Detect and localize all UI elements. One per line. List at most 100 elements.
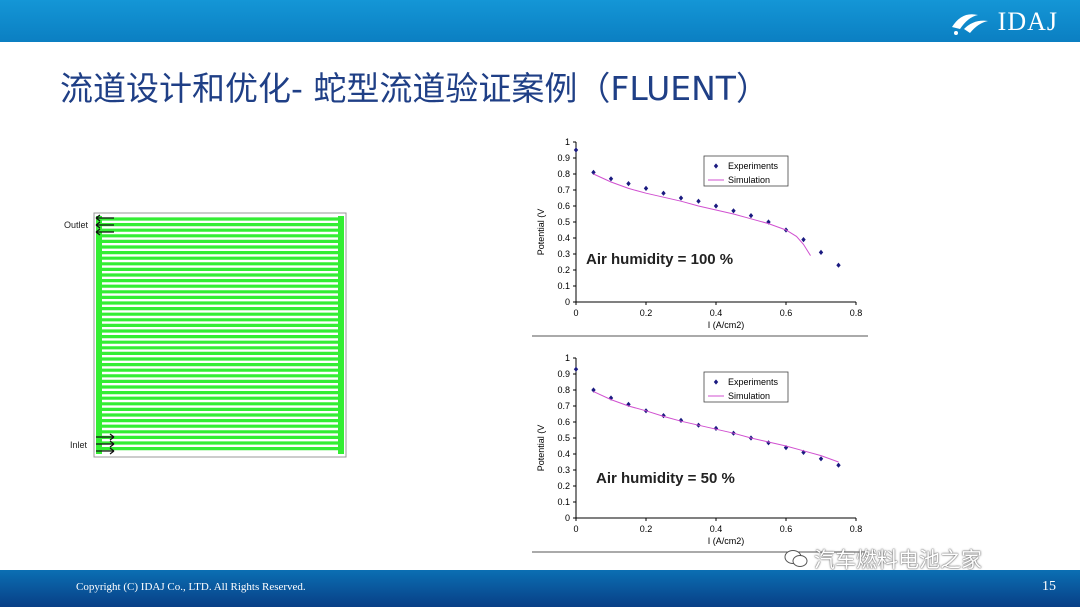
experiment-point xyxy=(678,195,684,201)
y-axis-label: Potential (V xyxy=(536,425,546,472)
experiment-point xyxy=(818,456,824,462)
outlet-arrow-3-head xyxy=(95,228,101,236)
humidity-annotation: Air humidity = 100 % xyxy=(586,251,733,268)
slide-title: 流道设计和优化- 蛇型流道验证案例（FLUENT） xyxy=(60,69,769,108)
experiment-point xyxy=(836,262,841,268)
y-tick-label: 0.8 xyxy=(557,169,570,179)
left-manifold xyxy=(96,216,102,454)
simulation-line xyxy=(593,391,839,463)
y-tick-label: 0.2 xyxy=(557,481,570,491)
y-tick-label: 0.1 xyxy=(557,281,570,291)
x-tick-label: 0.4 xyxy=(710,524,723,534)
experiment-point xyxy=(608,395,614,401)
flow-arrows xyxy=(95,214,115,455)
experiment-point xyxy=(818,249,824,255)
flow-channels xyxy=(96,216,344,454)
x-tick-label: 0.2 xyxy=(640,308,653,318)
legend-point-swatch xyxy=(713,163,719,169)
y-tick-label: 0 xyxy=(565,513,570,523)
experiment-point xyxy=(836,462,841,468)
flow-field-panel: Outlet Inlet xyxy=(60,208,350,462)
experiment-point xyxy=(608,176,614,182)
watermark-text: 汽车燃料电池之家 xyxy=(814,548,982,572)
legend-box xyxy=(703,155,789,187)
experiment-point xyxy=(713,203,719,209)
y-tick-label: 0.4 xyxy=(557,449,570,459)
experiment-point xyxy=(766,219,771,225)
x-tick-label: 0.6 xyxy=(780,524,793,534)
y-tick-label: 0.5 xyxy=(557,433,570,443)
experiment-point xyxy=(713,425,719,431)
inlet-label: Inlet xyxy=(70,440,88,450)
x-tick-label: 0.4 xyxy=(710,308,723,318)
x-tick-label: 0 xyxy=(573,524,578,534)
legend-entry: Experiments xyxy=(728,377,779,387)
y-tick-label: 0.9 xyxy=(557,153,570,163)
y-tick-label: 0.7 xyxy=(557,185,570,195)
x-tick-label: 0.2 xyxy=(640,524,653,534)
legend-point-swatch xyxy=(713,379,719,385)
y-tick-label: 0.1 xyxy=(557,497,570,507)
idaj-logo-icon xyxy=(951,14,988,35)
experiment-point xyxy=(626,181,631,187)
experiment-point xyxy=(661,190,666,196)
x-axis-label: I (A/cm2) xyxy=(708,320,745,330)
inlet-arrow-3-head xyxy=(109,447,115,455)
inlet-arrow-1-head xyxy=(109,433,115,441)
wechat-icon xyxy=(784,550,808,567)
experiment-point xyxy=(731,208,736,214)
experiment-point xyxy=(766,440,771,446)
y-tick-label: 0.8 xyxy=(557,385,570,395)
outlet-label: Outlet xyxy=(64,220,89,230)
x-tick-label: 0.8 xyxy=(850,308,863,318)
experiment-point xyxy=(801,237,806,243)
serpentine-flow-diagram: Outlet Inlet xyxy=(64,212,347,458)
y-tick-label: 0.3 xyxy=(557,465,570,475)
x-tick-label: 0 xyxy=(573,308,578,318)
y-tick-label: 0.9 xyxy=(557,369,570,379)
y-tick-label: 0.7 xyxy=(557,401,570,411)
x-tick-label: 0.8 xyxy=(850,524,863,534)
x-tick-label: 0.6 xyxy=(780,308,793,318)
experiment-point xyxy=(573,366,579,372)
chart-humidity-50: 0 0.1 0.2 0.3 0.4 0.5 0.6 0.7 0.8 0.9 1 0 0.2 0.4 0.6 0… xyxy=(532,353,868,553)
header-bar: IDAJ xyxy=(0,0,1080,42)
legend-box xyxy=(703,371,789,403)
legend-entry: Experiments xyxy=(728,161,779,171)
experiment-point xyxy=(626,401,631,407)
experiment-point xyxy=(591,169,596,175)
experiment-point xyxy=(573,147,579,153)
y-tick-label: 1 xyxy=(565,137,570,147)
experiment-point xyxy=(643,185,649,191)
logo-text: IDAJ xyxy=(997,7,1058,36)
humidity-annotation: Air humidity = 50 % xyxy=(596,470,735,487)
x-axis-label: I (A/cm2) xyxy=(708,536,745,546)
chart-panel-2: 0 0.1 0.2 0.3 0.4 0.5 0.6 0.7 0.8 0.9 1 0 0.2 0.4 0.6 0… xyxy=(520,348,870,556)
watermark: 汽车燃料电池之家 xyxy=(784,544,982,574)
y-tick-label: 0.6 xyxy=(557,201,570,211)
experiment-point xyxy=(696,198,701,204)
footer-bar: Copyright (C) IDAJ Co., LTD. All Rights … xyxy=(0,570,1080,607)
chart-humidity-100: 0 0.1 0.2 0.3 0.4 0.5 0.6 0.7 0.8 0.9 1 0 0.2 0.4 0.6 0… xyxy=(532,137,868,337)
experiment-point xyxy=(748,213,754,219)
experiment-point xyxy=(661,413,666,419)
outlet-arrow-2-head xyxy=(95,221,101,229)
y-tick-label: 0.2 xyxy=(557,265,570,275)
copyright-text: Copyright (C) IDAJ Co., LTD. All Rights … xyxy=(76,581,306,593)
page-number: 15 xyxy=(1042,579,1056,594)
experiment-point xyxy=(591,387,596,393)
logo: IDAJ xyxy=(948,6,1058,38)
y-tick-label: 0.5 xyxy=(557,217,570,227)
simulation-line xyxy=(593,173,811,256)
legend-entry: Simulation xyxy=(728,391,770,401)
y-tick-label: 0.6 xyxy=(557,417,570,427)
inlet-arrow-2-head xyxy=(109,440,115,448)
legend-entry: Simulation xyxy=(728,175,770,185)
experiment-point xyxy=(678,417,684,423)
outlet-arrow-1-head xyxy=(95,214,101,222)
experiment-point xyxy=(801,449,806,455)
chart-panel-1: 0 0.1 0.2 0.3 0.4 0.5 0.6 0.7 0.8 0.9 1 0 0.2 0.4 0.6 0… xyxy=(520,132,870,340)
right-manifold xyxy=(338,216,344,454)
y-tick-label: 0.4 xyxy=(557,233,570,243)
y-tick-label: 1 xyxy=(565,353,570,363)
